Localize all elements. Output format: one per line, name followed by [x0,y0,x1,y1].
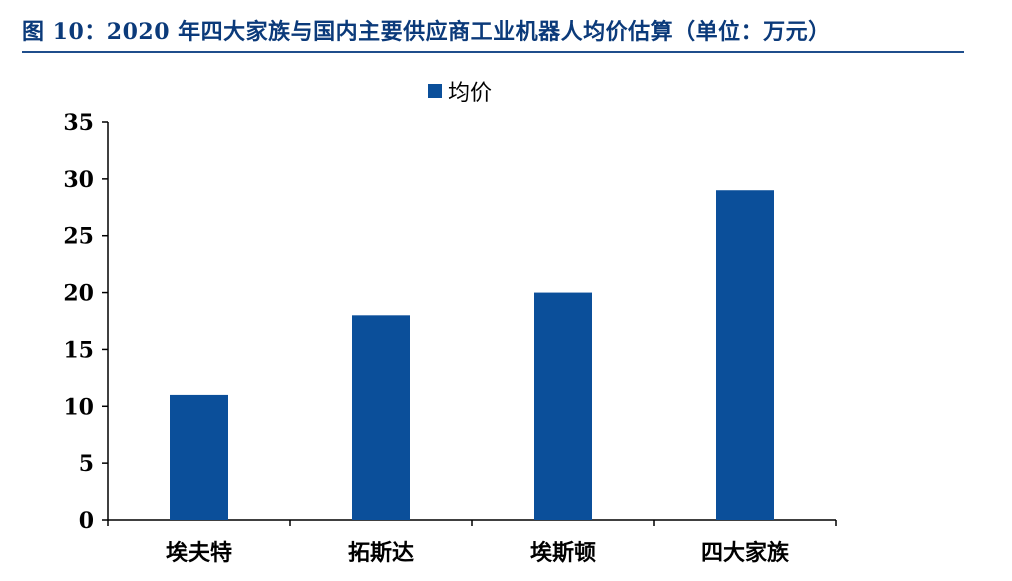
x-category-label: 埃斯顿 [530,540,596,566]
y-tick-label: 15 [63,337,94,363]
x-category-label: 埃夫特 [166,540,232,566]
y-tick-label: 0 [79,508,94,534]
bar [352,315,410,520]
y-tick-label: 35 [63,110,94,136]
chart-title: 图 10：2020 年四大家族与国内主要供应商工业机器人均价估算（单位：万元） [22,19,831,45]
title-underline [22,51,964,53]
y-tick-label: 20 [63,281,94,307]
bar [534,292,592,520]
y-axis: 0 5 10 15 20 25 30 35 [63,110,109,534]
bar [170,394,228,520]
y-tick-label: 30 [63,167,94,193]
y-tick-label: 10 [63,394,94,420]
bars [170,190,774,520]
y-tick-label: 25 [63,224,94,250]
x-category-label: 拓斯达 [348,540,414,566]
y-tick-label: 5 [79,451,94,477]
x-axis: 埃夫特 拓斯达 埃斯顿 四大家族 [107,519,837,566]
bar [716,190,774,520]
legend: 均价 [428,81,492,106]
legend-label: 均价 [448,81,492,106]
x-category-label: 四大家族 [701,540,790,566]
legend-swatch [428,84,442,98]
